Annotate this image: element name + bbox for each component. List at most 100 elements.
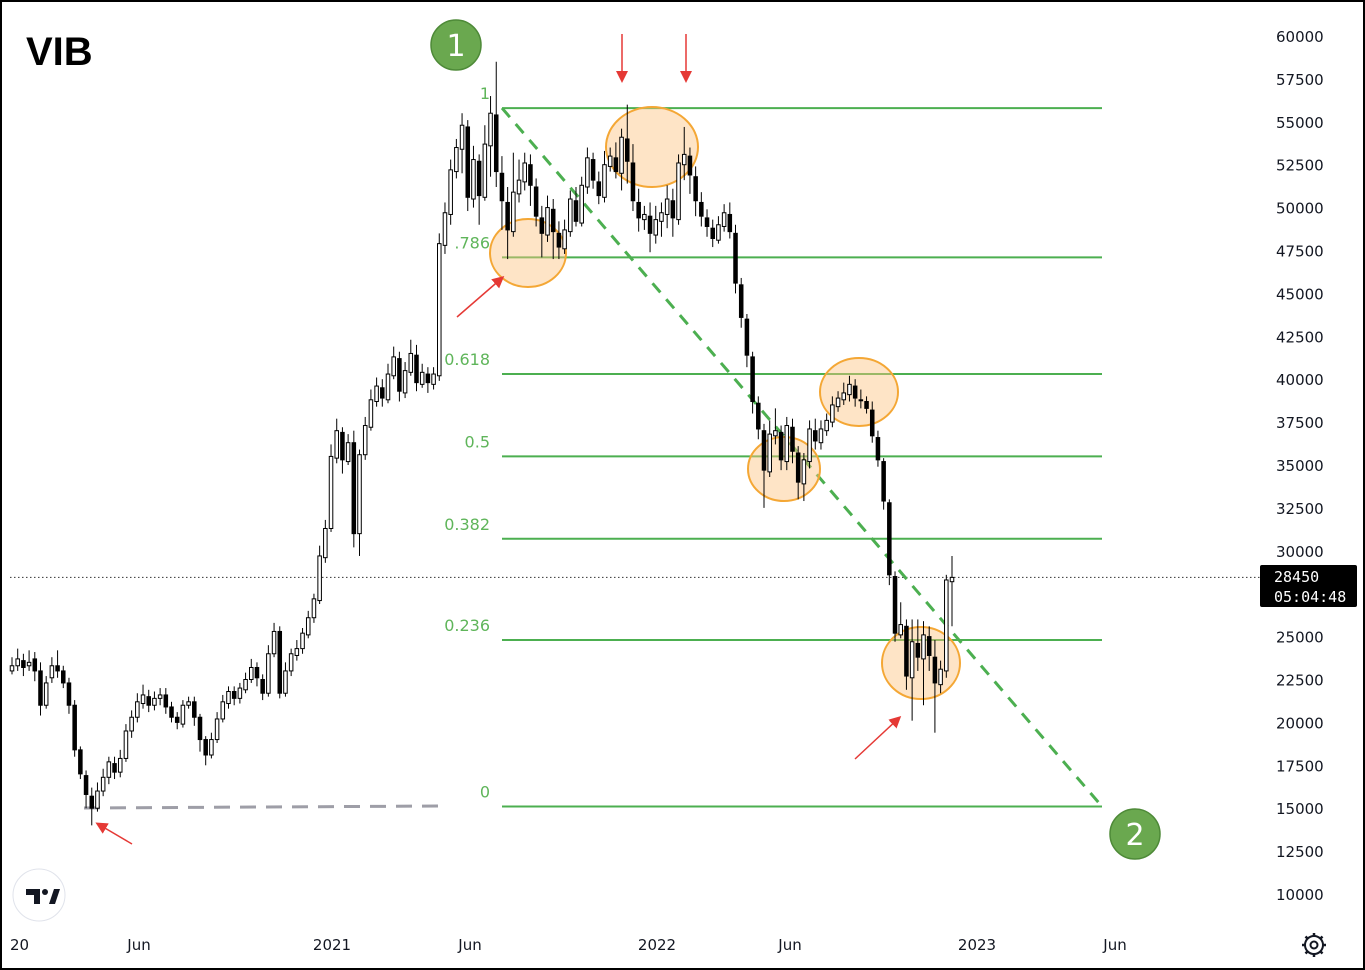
candle — [801, 452, 807, 502]
candle-body — [100, 776, 106, 792]
marker-badge — [430, 19, 482, 71]
candle — [408, 339, 414, 376]
candle-body — [738, 284, 744, 318]
candle — [419, 363, 425, 388]
annotations: 12 — [10, 19, 1260, 860]
candle — [778, 425, 784, 471]
candle — [391, 346, 396, 380]
candle — [49, 657, 55, 683]
candle — [454, 138, 459, 179]
candle-body — [869, 409, 875, 437]
candle — [231, 686, 237, 706]
candle-body — [288, 653, 294, 672]
candle-body — [95, 790, 100, 809]
candle — [209, 732, 214, 759]
candle — [562, 219, 567, 254]
candle-body — [493, 114, 499, 173]
candle — [926, 626, 932, 671]
candle — [174, 712, 180, 730]
candle-body — [852, 385, 858, 399]
price-axis[interactable]: 60000 57500 55000 52500 50000 47500 45000 42500… — [1276, 28, 1324, 904]
y-tick-label: 57500 — [1276, 71, 1324, 89]
candle-body — [476, 160, 482, 197]
candle-body — [197, 716, 203, 741]
candle-body — [368, 399, 374, 428]
candle-body — [21, 660, 26, 668]
candle-body — [186, 701, 191, 706]
candle — [869, 401, 875, 443]
candle — [852, 379, 858, 407]
candle-body — [300, 632, 305, 650]
settings-gear-icon[interactable] — [1302, 933, 1326, 957]
y-tick-label: 10000 — [1276, 886, 1324, 904]
candle-body — [539, 217, 545, 234]
candle — [368, 389, 374, 431]
candle — [488, 96, 493, 177]
candle — [351, 430, 357, 548]
candle — [357, 449, 362, 556]
y-tick-label: 52500 — [1276, 157, 1324, 175]
candle — [921, 621, 926, 706]
candle — [271, 622, 277, 658]
candle-body — [693, 176, 698, 202]
y-tick-label: 35000 — [1276, 457, 1324, 475]
candle — [790, 418, 795, 464]
candle-body — [841, 392, 847, 401]
tradingview-logo[interactable] — [12, 868, 66, 922]
candle-body — [562, 229, 567, 250]
time-axis[interactable]: 20 Jun 2021 Jun 2022 Jun 2023 Jun — [10, 936, 1127, 954]
candle — [522, 152, 527, 191]
candle-body — [898, 624, 903, 636]
candle — [237, 682, 243, 704]
candle — [841, 382, 847, 405]
candle — [721, 204, 727, 232]
candle-body — [744, 318, 750, 356]
candle-body — [932, 656, 938, 684]
red-arrow-icon — [95, 822, 133, 845]
candle — [9, 657, 15, 675]
candle-body — [721, 212, 727, 227]
candle — [704, 209, 710, 237]
candle-body — [676, 162, 681, 221]
candle-body — [795, 452, 801, 483]
candle — [659, 202, 664, 237]
candle-body — [129, 716, 134, 732]
candle-body — [49, 665, 55, 679]
candle — [437, 233, 442, 381]
candle — [61, 665, 66, 689]
candle-body — [157, 694, 163, 699]
candle-body — [773, 430, 778, 437]
candle-body — [670, 200, 676, 219]
candle — [362, 416, 368, 460]
candle — [146, 689, 151, 713]
candle — [642, 205, 647, 230]
candle — [43, 676, 49, 709]
candle-body — [140, 694, 146, 705]
candle — [818, 420, 824, 450]
candle-body — [209, 739, 214, 756]
candle — [226, 686, 231, 709]
candle-body — [687, 155, 693, 176]
candle-body — [545, 207, 550, 236]
candle-body — [761, 430, 767, 471]
candle — [653, 205, 659, 244]
candle — [340, 427, 345, 474]
candle-body — [226, 691, 231, 705]
candle — [607, 147, 613, 172]
candle-body — [117, 757, 123, 773]
candle — [129, 710, 134, 738]
candle-body — [813, 430, 818, 442]
candle-body — [78, 749, 83, 775]
y-tick-label: 55000 — [1276, 114, 1324, 132]
candle-body — [254, 666, 260, 679]
candle — [539, 205, 545, 258]
candle-body — [642, 213, 647, 221]
candle-body — [807, 428, 812, 463]
candle-body — [801, 459, 807, 485]
candle-body — [607, 155, 613, 167]
candle-body — [778, 431, 784, 461]
candle — [442, 202, 448, 254]
candle-body — [15, 658, 20, 667]
highlight-circle — [605, 106, 699, 188]
